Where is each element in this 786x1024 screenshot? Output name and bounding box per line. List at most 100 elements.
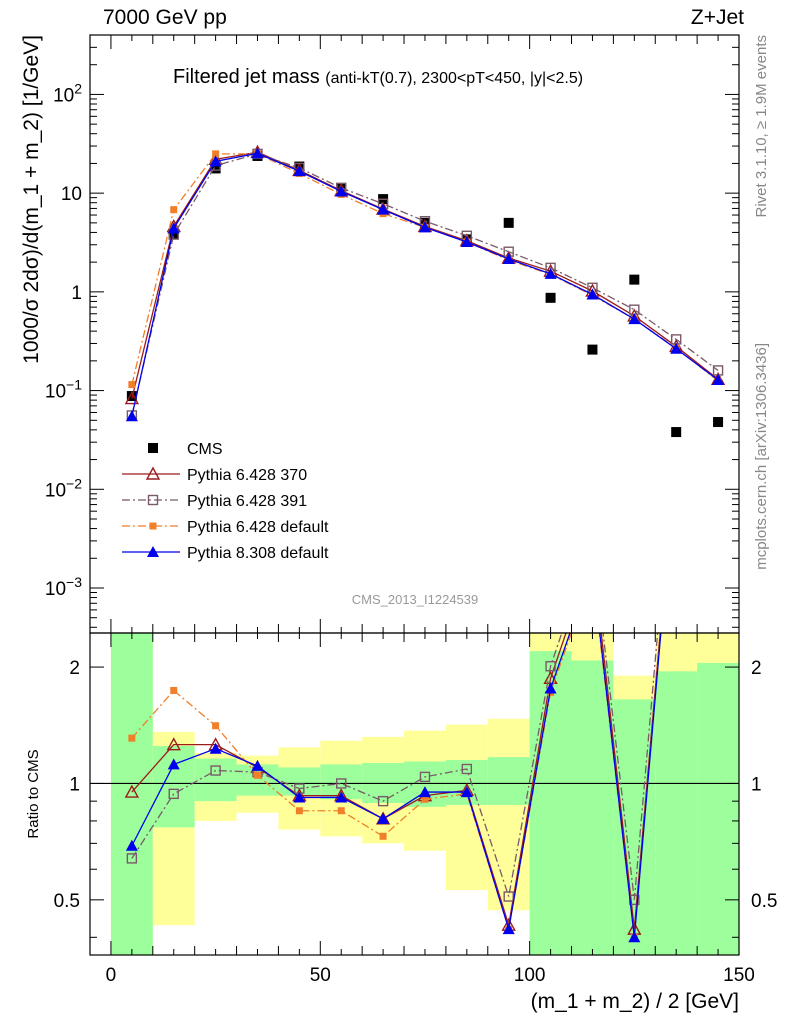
ratio-point bbox=[544, 682, 557, 694]
ratio-point bbox=[210, 765, 221, 776]
stat-uncertainty-band bbox=[613, 699, 656, 955]
mc-point bbox=[335, 185, 348, 197]
stat-uncertainty-band bbox=[571, 660, 614, 955]
ratio-point bbox=[502, 923, 515, 935]
rivet-version-label: Rivet 3.1.10, ≥ 1.9M events bbox=[753, 35, 770, 218]
legend-label: Pythia 8.308 default bbox=[187, 545, 329, 562]
energy-label: 7000 GeV pp bbox=[103, 6, 227, 29]
stat-uncertainty-band bbox=[194, 758, 237, 802]
y-tick-label: 10−1 bbox=[45, 377, 82, 403]
y-tick-label: 10−2 bbox=[45, 475, 82, 501]
ratio-point bbox=[589, 570, 596, 577]
main-series bbox=[124, 144, 726, 438]
ratio-point bbox=[336, 778, 347, 789]
ratio-point bbox=[337, 807, 345, 815]
ratio-point bbox=[670, 444, 682, 455]
ratio-point bbox=[168, 788, 179, 800]
stat-uncertainty-band bbox=[152, 745, 195, 828]
mc-line bbox=[131, 153, 719, 416]
y-tick-label: 2 bbox=[69, 658, 80, 679]
cms-data-point bbox=[587, 344, 598, 355]
process-label: Z+Jet bbox=[690, 6, 744, 29]
legend: CMS Pythia 6.428 370 Pythia 6.428 391 Pythi… bbox=[122, 441, 329, 562]
ratio-series bbox=[124, 416, 723, 943]
mc-point bbox=[293, 165, 306, 177]
cms-data-point bbox=[168, 228, 179, 239]
mc-point bbox=[418, 221, 431, 233]
mc-point bbox=[209, 155, 222, 167]
stat-uncertainty-band bbox=[278, 767, 321, 796]
y-tick-label: 0.5 bbox=[751, 891, 777, 912]
ratio-point bbox=[545, 661, 556, 672]
y-tick-label: 2 bbox=[751, 658, 762, 679]
ratio-point bbox=[167, 758, 180, 770]
y-axis-title: 1000/σ 2dσ)/d(m_1 + m_2) [1/GeV] bbox=[20, 35, 43, 364]
ratio-point bbox=[253, 771, 261, 779]
main-y-axis: 10−3 10−2 10−1 1 10 102 bbox=[45, 34, 739, 628]
stat-uncertainty-band bbox=[697, 662, 739, 955]
ratio-point bbox=[335, 791, 348, 803]
ratio-point bbox=[128, 734, 136, 742]
y-tick-label: 1 bbox=[71, 283, 82, 304]
legend-label: Pythia 6.428 391 bbox=[187, 493, 307, 510]
ratio-point bbox=[461, 763, 473, 775]
ratio-point bbox=[170, 686, 178, 694]
chart-title: Filtered jet mass (anti-kT(0.7), 2300<pT… bbox=[173, 66, 583, 88]
mc-point bbox=[628, 313, 641, 325]
analysis-id: CMS_2013_I1224539 bbox=[352, 592, 479, 607]
ratio-point bbox=[295, 807, 303, 815]
ratio-point bbox=[714, 578, 723, 587]
x-axis-title: (m_1 + m_2) / 2 [GeV] bbox=[531, 990, 739, 1013]
mc-point bbox=[125, 410, 138, 422]
mc-point bbox=[124, 391, 140, 405]
ratio-y-axis-title: Ratio to CMS bbox=[25, 749, 42, 838]
ratio-point bbox=[672, 416, 681, 425]
x-axis: 0 50 100 150 bbox=[106, 35, 755, 986]
mc-point bbox=[712, 373, 725, 385]
stat-uncertainty-band bbox=[445, 759, 488, 805]
ratio-point bbox=[715, 620, 722, 627]
ratio-point bbox=[588, 538, 597, 547]
mc-point bbox=[128, 381, 136, 389]
ratio-point bbox=[673, 451, 680, 458]
ratio-point bbox=[379, 832, 387, 840]
ratio-frame bbox=[89, 632, 740, 956]
ratio-point bbox=[460, 786, 473, 798]
y-tick-label: 102 bbox=[53, 80, 82, 106]
ratio-point bbox=[377, 812, 390, 824]
x-tick-label: 50 bbox=[310, 965, 331, 986]
main-frame bbox=[89, 34, 740, 634]
stat-uncertainty-band bbox=[655, 671, 698, 955]
mc-point bbox=[170, 206, 178, 214]
mc-point bbox=[670, 342, 683, 354]
x-tick-label: 0 bbox=[106, 965, 117, 986]
total-uncertainty-band bbox=[445, 724, 488, 891]
cms-data-point bbox=[545, 292, 556, 303]
mc-point bbox=[167, 222, 180, 234]
ratio-point bbox=[586, 549, 598, 560]
cms-data-point bbox=[503, 217, 514, 228]
cms-data-point bbox=[210, 163, 221, 174]
ratio-point bbox=[212, 722, 220, 730]
mc-point bbox=[502, 253, 515, 265]
cms-data-point bbox=[713, 417, 724, 428]
ratio-point bbox=[377, 795, 389, 807]
legend-marker bbox=[145, 466, 161, 480]
x-tick-label: 150 bbox=[723, 965, 755, 986]
legend-marker bbox=[149, 522, 157, 530]
ratio-point bbox=[418, 786, 431, 798]
mc-line bbox=[131, 153, 719, 385]
ratio-point bbox=[125, 839, 138, 851]
legend-label: Pythia 6.428 default bbox=[187, 519, 329, 536]
ratio-uncertainty-bands bbox=[110, 633, 739, 955]
ratio-point bbox=[209, 742, 222, 754]
cms-data-point bbox=[671, 427, 682, 438]
legend-marker bbox=[148, 443, 158, 453]
ratio-point bbox=[628, 931, 641, 943]
ratio-point bbox=[126, 853, 138, 864]
legend-label: CMS bbox=[187, 441, 223, 458]
ratio-point bbox=[421, 795, 429, 803]
legend-label: Pythia 6.428 370 bbox=[187, 467, 307, 484]
y-tick-label: 10 bbox=[61, 184, 82, 205]
